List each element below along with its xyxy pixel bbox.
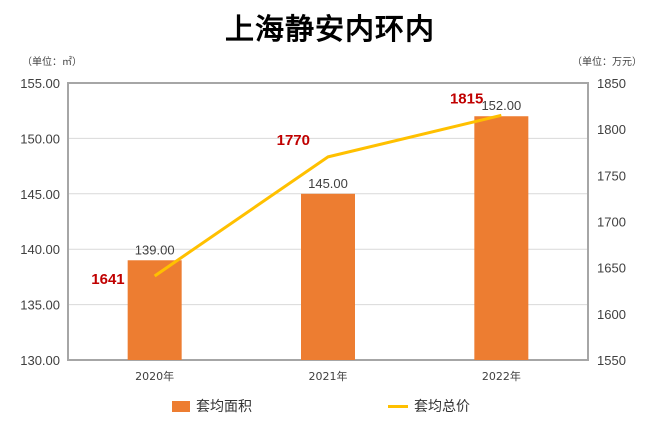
- bar-2022年: [474, 116, 529, 361]
- legend-item-area: 套均面积: [172, 396, 252, 416]
- legend-label: 套均面积: [196, 399, 252, 415]
- line-value-label: 1815: [450, 90, 483, 107]
- right-axis-tick: 1550: [597, 353, 626, 368]
- bar-swatch-icon: [172, 400, 190, 412]
- bar-value-label: 145.00: [308, 176, 348, 191]
- left-axis-tick: 155.00: [20, 76, 60, 91]
- left-axis-tick: 130.00: [20, 353, 60, 368]
- legend-label: 套均总价: [414, 399, 470, 415]
- legend-item-price: 套均总价: [388, 396, 470, 416]
- line-value-label: 1641: [91, 271, 124, 288]
- right-axis-tick: 1650: [597, 261, 626, 276]
- right-axis-tick: 1700: [597, 215, 626, 230]
- right-axis-tick: 1800: [597, 122, 626, 137]
- line-swatch-icon: [388, 404, 408, 408]
- left-axis-tick: 145.00: [20, 187, 60, 202]
- chart-title: 上海静安内环内: [224, 12, 435, 46]
- left-axis-tick: 135.00: [20, 298, 60, 313]
- bar-value-label: 139.00: [135, 242, 175, 257]
- x-axis-tick: 2022年: [482, 369, 521, 383]
- right-axis-tick: 1750: [597, 168, 626, 183]
- price-line: [153, 113, 502, 278]
- left-axis-tick: 150.00: [20, 131, 60, 146]
- bar-value-label: 152.00: [481, 98, 521, 113]
- x-axis-tick: 2020年: [135, 369, 174, 383]
- left-axis-tick: 140.00: [20, 242, 60, 257]
- right-axis-unit: （单位：万元）: [572, 57, 642, 68]
- left-axis-unit: （单位：㎡）: [22, 57, 82, 68]
- right-axis-tick: 1850: [597, 76, 626, 91]
- right-axis-tick: 1600: [597, 307, 626, 322]
- x-axis-tick: 2021年: [309, 369, 348, 383]
- bar-2021年: [301, 193, 355, 360]
- bar-2020年: [127, 260, 182, 360]
- line-value-label: 1770: [277, 132, 310, 149]
